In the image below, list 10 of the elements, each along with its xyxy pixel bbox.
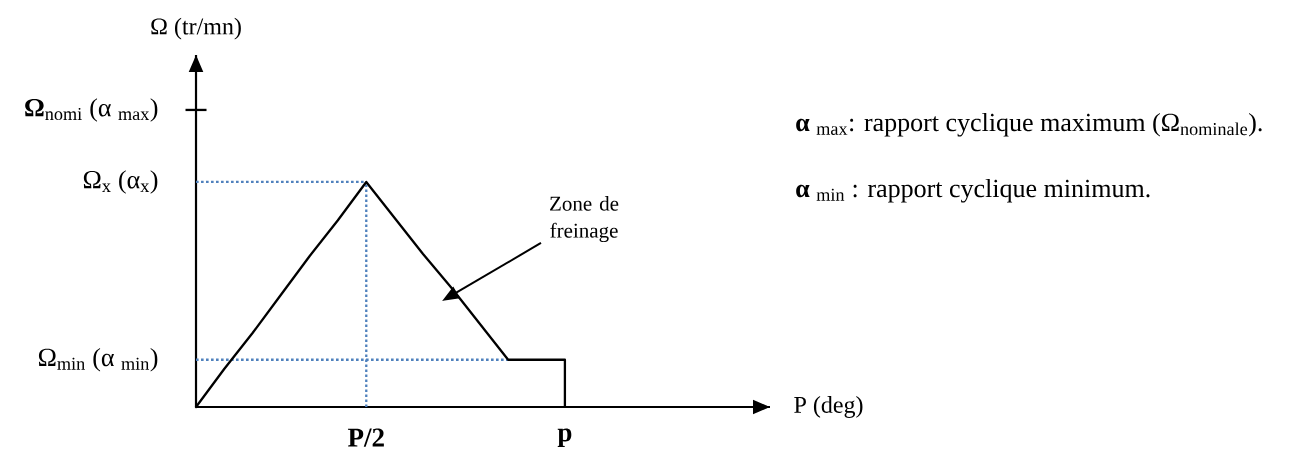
annotation: Zone de freinage <box>550 195 619 243</box>
text: α $_{max}$: rapport cyclique maximum (Ω$_{nominale}$). <box>796 112 1262 137</box>
text: P (deg) <box>794 396 863 418</box>
text: Ω (tr/mn) <box>151 17 241 40</box>
x-tick-label: p <box>557 428 572 447</box>
text: α $_{min}$ : rapport cyclique minimum. <box>796 178 1150 203</box>
ref-line-label: Ω$_{min}$ (α $_{min}$) <box>38 347 158 372</box>
x-tick-label: P/2 <box>347 428 384 447</box>
ref-line-label: Ω$_{x}$ (α$_{x}$) <box>83 170 158 194</box>
ref-line-label: Ω$_{nomi}$ (α $_{max}$) <box>25 98 158 122</box>
